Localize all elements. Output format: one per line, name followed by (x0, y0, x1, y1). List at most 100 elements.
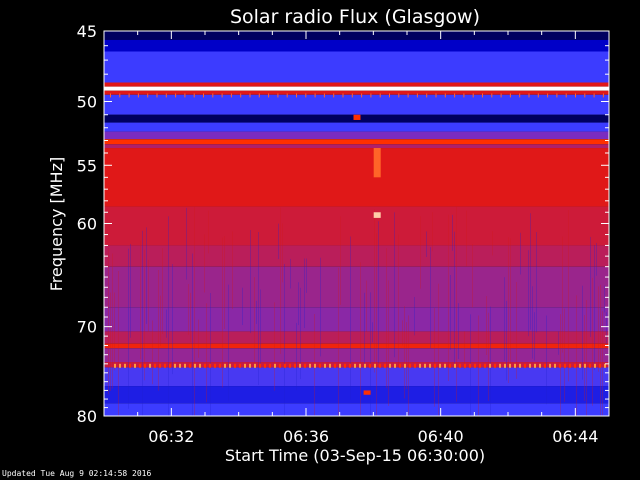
line-tick (230, 93, 232, 98)
line-tick (602, 93, 604, 98)
frequency-band (104, 245, 609, 267)
texture-stripe (222, 237, 223, 388)
y-tick-label: 60 (77, 215, 97, 234)
texture-stripe (388, 280, 389, 406)
dotted-emission (114, 363, 116, 368)
dotted-emission (174, 363, 176, 368)
line-tick (454, 93, 456, 98)
texture-stripe (190, 292, 191, 343)
texture-stripe (576, 295, 577, 416)
texture-stripe (296, 322, 297, 391)
texture-stripe (438, 283, 439, 416)
texture-stripe (510, 238, 511, 368)
dotted-emission (459, 363, 461, 368)
texture-stripe (282, 223, 283, 283)
dotted-emission (379, 363, 381, 368)
dotted-emission (229, 363, 231, 368)
line-tick (305, 93, 307, 98)
line-tick (333, 93, 335, 98)
dotted-emission (234, 363, 236, 368)
texture-stripe (300, 287, 301, 380)
dotted-emission (299, 363, 301, 368)
dotted-emission (539, 363, 541, 368)
dotted-emission (184, 363, 186, 368)
texture-stripe (350, 236, 351, 400)
line-tick (565, 93, 567, 98)
dotted-emission (304, 363, 306, 368)
texture-stripe (366, 280, 367, 332)
texture-stripe (256, 300, 257, 324)
x-tick-label: 06:32 (148, 427, 194, 446)
texture-stripe (374, 209, 375, 373)
line-tick (472, 93, 474, 98)
frequency-band (104, 307, 609, 332)
texture-stripe (546, 315, 547, 405)
frequency-band (104, 131, 609, 140)
texture-stripe (112, 253, 113, 389)
y-axis-label: Frequency [MHz] (47, 157, 66, 291)
texture-stripe (490, 306, 491, 416)
texture-stripe (386, 248, 387, 389)
dotted-emission (359, 363, 361, 368)
texture-stripe (586, 300, 587, 416)
line-tick (509, 93, 511, 98)
texture-stripe (530, 213, 531, 330)
frequency-band (104, 86, 609, 91)
texture-stripe (148, 259, 149, 332)
dotted-emission (294, 363, 296, 368)
texture-stripe (558, 331, 559, 355)
line-tick (491, 93, 493, 98)
texture-stripe (192, 253, 193, 416)
burst-feature (363, 390, 371, 395)
line-tick (268, 93, 270, 98)
line-tick (528, 93, 530, 98)
texture-stripe (370, 292, 371, 416)
dotted-emission (419, 363, 421, 368)
line-tick (314, 93, 316, 98)
line-tick (370, 93, 372, 98)
y-tick-label: 70 (77, 318, 97, 337)
texture-stripe (584, 314, 585, 401)
dotted-emission (589, 363, 591, 368)
x-axis-label: Start Time (03-Sep-15 06:30:00) (225, 446, 485, 465)
dotted-emission (484, 363, 486, 368)
line-tick (342, 93, 344, 98)
texture-stripe (278, 223, 279, 260)
dotted-emission (534, 363, 536, 368)
dotted-emission (214, 363, 216, 368)
texture-stripe (454, 231, 455, 370)
dotted-emission (409, 363, 411, 368)
texture-stripe (258, 232, 259, 386)
y-tick-label: 80 (77, 407, 97, 426)
dotted-emission (149, 363, 151, 368)
texture-stripe (596, 242, 597, 276)
texture-stripe (378, 221, 379, 364)
frequency-band (104, 51, 609, 83)
frequency-band (104, 362, 609, 368)
texture-stripe (488, 312, 489, 401)
dotted-emission (389, 363, 391, 368)
texture-stripe (486, 296, 487, 355)
texture-stripe (152, 320, 153, 385)
line-tick (258, 93, 260, 98)
line-tick (203, 93, 204, 98)
dotted-emission (599, 363, 601, 368)
texture-stripe (426, 231, 427, 257)
texture-stripe (432, 212, 433, 252)
texture-stripe (188, 284, 189, 335)
frequency-band (104, 343, 609, 349)
texture-stripe (450, 275, 451, 350)
dotted-emission (134, 363, 136, 368)
dotted-emission (349, 363, 351, 368)
line-tick (175, 93, 177, 98)
texture-stripe (564, 308, 565, 402)
texture-stripe (290, 258, 291, 289)
dotted-emission (329, 363, 331, 368)
texture-stripe (452, 214, 453, 251)
dotted-emission (529, 363, 531, 368)
burst-feature (353, 114, 361, 120)
dotted-emission (354, 363, 356, 368)
texture-stripe (204, 234, 205, 293)
line-tick (110, 93, 111, 98)
line-tick (323, 93, 325, 98)
